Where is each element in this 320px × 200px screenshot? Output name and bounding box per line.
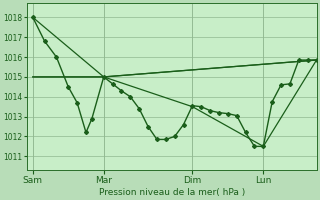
X-axis label: Pression niveau de la mer( hPa ): Pression niveau de la mer( hPa ) [99,188,245,197]
